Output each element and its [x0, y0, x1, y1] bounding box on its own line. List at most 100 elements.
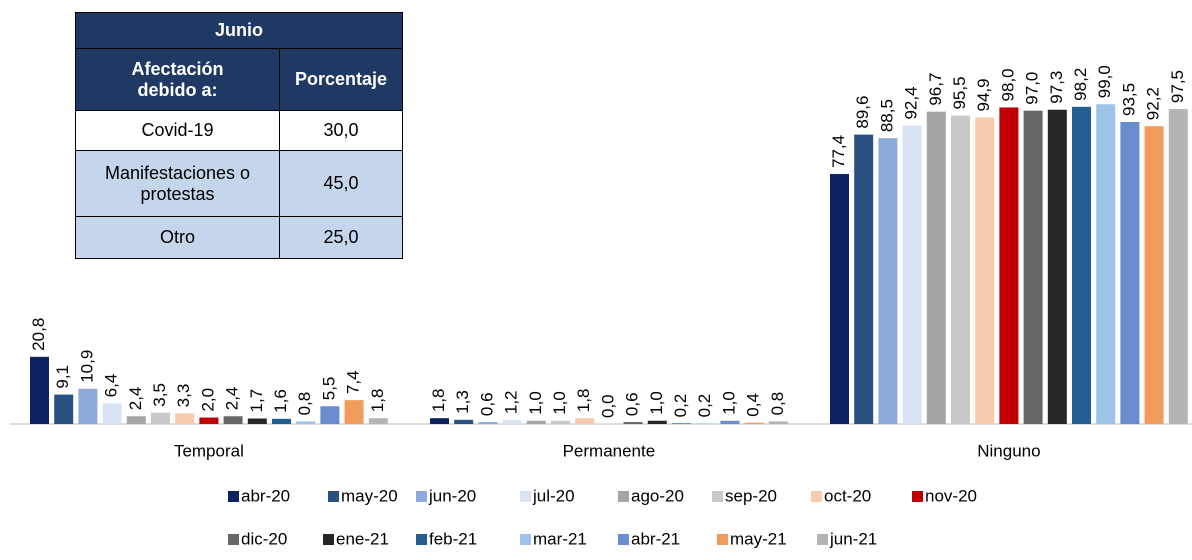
- legend-swatch: [712, 491, 723, 502]
- legend-swatch: [811, 491, 822, 502]
- bar: [344, 400, 364, 424]
- x-tick-label: Ninguno: [977, 441, 1040, 460]
- legend-label: oct-20: [824, 486, 871, 505]
- value-label: 1,3: [453, 390, 472, 414]
- bar: [126, 416, 146, 424]
- value-label: 1,2: [502, 390, 521, 414]
- legend-swatch: [520, 491, 531, 502]
- bar: [430, 418, 449, 424]
- bar: [1023, 110, 1043, 424]
- legend-swatch: [520, 534, 531, 545]
- bar: [1096, 104, 1116, 424]
- bar: [768, 421, 788, 424]
- legend-label: may-21: [730, 529, 787, 548]
- bar: [175, 413, 195, 424]
- value-label: 97,5: [1168, 70, 1187, 103]
- bar: [830, 173, 849, 424]
- value-label: 98,2: [1071, 68, 1090, 101]
- bar: [1120, 121, 1140, 425]
- value-label: 1,7: [247, 389, 266, 413]
- table-header: Afectación debido a:: [75, 48, 280, 111]
- legend-swatch: [416, 534, 427, 545]
- bar: [320, 406, 340, 424]
- bar: [478, 422, 498, 424]
- value-label: 3,3: [174, 384, 193, 408]
- table-cell: Otro: [75, 216, 280, 259]
- value-label: 2,0: [198, 388, 217, 412]
- legend-label: sep-20: [725, 486, 777, 505]
- table-header: Porcentaje: [279, 48, 403, 111]
- bar: [902, 125, 922, 424]
- value-label: 0,4: [744, 393, 763, 417]
- value-label: 0,8: [768, 392, 787, 416]
- bar: [672, 423, 691, 424]
- value-label: 1,0: [719, 391, 738, 415]
- value-label: 3,5: [150, 383, 169, 407]
- value-label: 97,3: [1047, 71, 1066, 104]
- legend-label: ago-20: [631, 486, 684, 505]
- legend-swatch: [323, 534, 334, 545]
- bar: [623, 422, 643, 424]
- legend-label: abr-21: [631, 529, 680, 548]
- x-tick-label: Permanente: [563, 441, 656, 460]
- legend-swatch: [328, 491, 339, 502]
- value-label: 1,0: [550, 391, 569, 415]
- bar: [975, 117, 995, 425]
- bar: [878, 138, 898, 424]
- table-cell: Manifestaciones o protestas: [75, 150, 280, 217]
- table-cell: 45,0: [279, 150, 403, 217]
- bar: [926, 111, 946, 424]
- value-label: 2,4: [126, 387, 145, 411]
- value-label: 92,2: [1144, 87, 1163, 120]
- value-label: 2,4: [223, 387, 242, 411]
- table-cell: 30,0: [279, 110, 403, 151]
- table-cell: 25,0: [279, 216, 403, 259]
- bar: [223, 416, 243, 424]
- table-title: Junio: [75, 12, 403, 49]
- bar: [454, 419, 474, 424]
- value-label: 0,0: [598, 394, 617, 418]
- summary-table: Junio Afectación debido a: Porcentaje Co…: [75, 12, 403, 259]
- bar: [1047, 109, 1067, 424]
- legend-label: jun-20: [428, 486, 476, 505]
- value-label: 94,9: [974, 78, 993, 111]
- value-label: 0,8: [295, 392, 314, 416]
- bar: [296, 421, 316, 424]
- legend-label: feb-21: [429, 529, 477, 548]
- value-label: 88,5: [877, 99, 896, 132]
- bar: [78, 388, 98, 424]
- value-label: 1,8: [368, 389, 387, 413]
- bar: [854, 134, 874, 425]
- bar: [951, 115, 970, 424]
- bar: [272, 418, 291, 424]
- bar: [744, 422, 764, 424]
- bar: [999, 107, 1019, 425]
- value-label: 95,5: [950, 76, 969, 109]
- legend-label: dic-20: [241, 529, 287, 548]
- value-label: 7,4: [344, 370, 363, 394]
- legend-swatch: [618, 534, 629, 545]
- table-header-text: Afectación debido a:: [131, 58, 224, 100]
- value-label: 1,0: [647, 391, 666, 415]
- bar: [575, 418, 595, 424]
- value-label: 1,0: [526, 391, 545, 415]
- value-label: 6,4: [102, 374, 121, 398]
- bar: [368, 418, 388, 424]
- value-label: 10,9: [77, 350, 96, 383]
- value-label: 98,0: [998, 68, 1017, 101]
- legend-label: abr-20: [241, 486, 290, 505]
- bar: [720, 420, 740, 424]
- value-label: 1,8: [574, 389, 593, 413]
- bar: [526, 420, 546, 424]
- value-label: 20,8: [29, 318, 48, 351]
- value-label: 89,6: [853, 95, 872, 128]
- value-label: 5,5: [319, 377, 338, 401]
- bar: [1072, 106, 1091, 425]
- legend-label: jun-21: [829, 529, 877, 548]
- x-tick-label: Temporal: [174, 441, 244, 460]
- value-label: 0,2: [671, 394, 690, 418]
- bar: [54, 394, 74, 424]
- bar: [551, 420, 570, 424]
